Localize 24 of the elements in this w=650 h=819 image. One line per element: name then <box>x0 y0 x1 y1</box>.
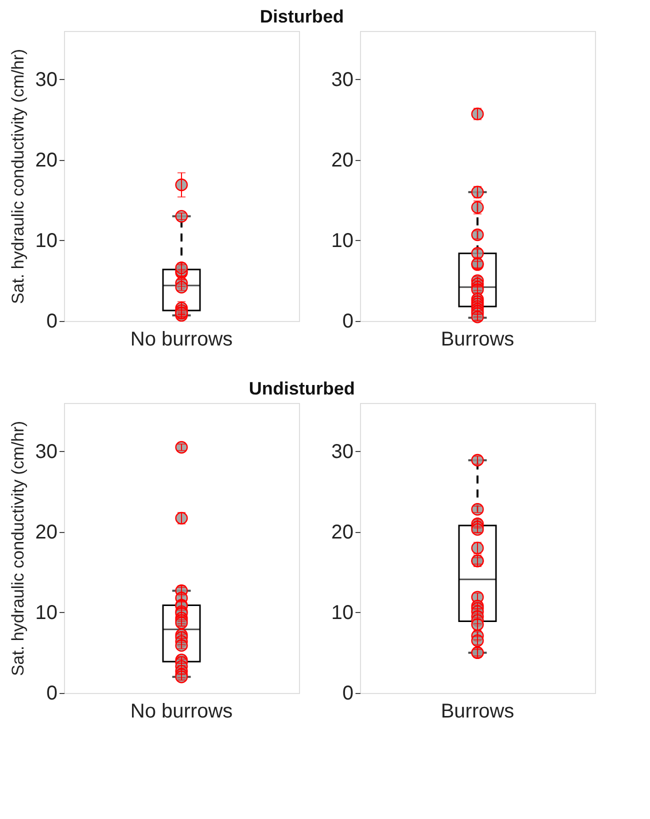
y-tick-label: 0 <box>46 682 58 704</box>
y-tick-label: 10 <box>331 602 354 624</box>
y-tick-label: 20 <box>331 149 354 172</box>
y-axis-title: Sat. hydraulic conductivity (cm/hr) <box>8 420 28 676</box>
y-tick-label: 10 <box>35 602 58 624</box>
y-tick-label: 30 <box>35 68 58 91</box>
x-tick-label: No burrows <box>130 328 233 350</box>
x-tick-label: Burrows <box>440 328 514 350</box>
x-tick-label: No burrows <box>130 700 233 722</box>
y-tick-label: 20 <box>35 521 58 544</box>
y-tick-label: 30 <box>331 68 354 91</box>
y-tick-label: 0 <box>342 310 354 332</box>
x-tick-label: Burrows <box>440 700 514 722</box>
y-tick-label: 20 <box>331 521 354 544</box>
y-tick-label: 0 <box>46 310 58 332</box>
y-axis-title: Sat. hydraulic conductivity (cm/hr) <box>8 48 28 304</box>
y-tick-label: 10 <box>331 230 354 252</box>
y-tick-label: 10 <box>35 230 58 252</box>
y-tick-label: 0 <box>342 682 354 704</box>
chart-title: Undisturbed <box>248 378 355 398</box>
y-tick-label: 30 <box>331 440 354 463</box>
chart-title: Disturbed <box>260 6 344 26</box>
y-tick-label: 20 <box>35 149 58 172</box>
y-tick-label: 30 <box>35 440 58 463</box>
